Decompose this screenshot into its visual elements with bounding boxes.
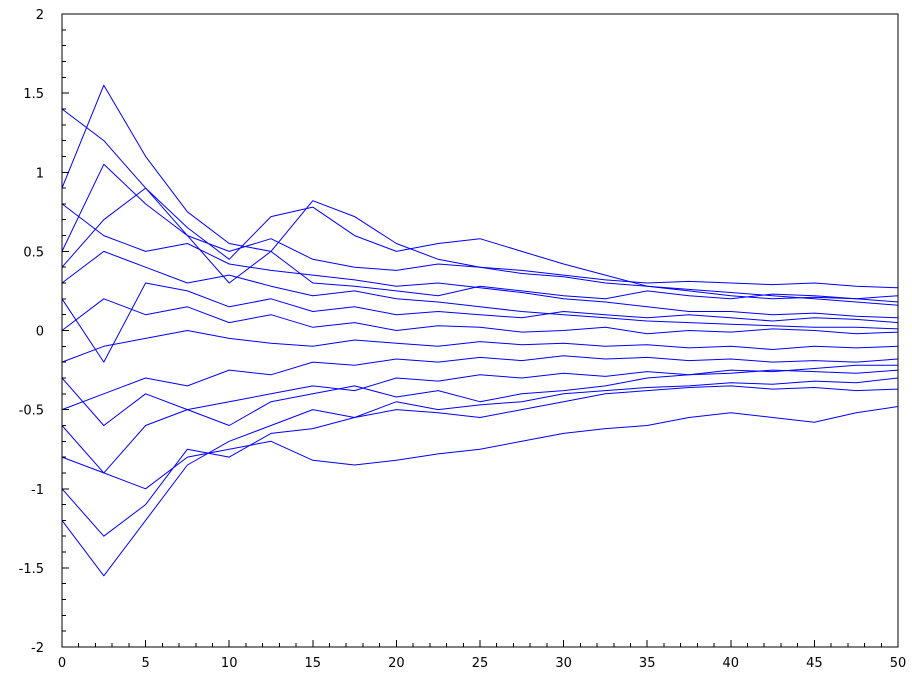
y-axis: -2 -1.5 -1 -0.5 0 0.5 1 1.5 2 <box>19 8 69 656</box>
series-line-11 <box>61 385 899 537</box>
series-line-14 <box>61 364 898 426</box>
series-line-3 <box>61 163 899 306</box>
x-tick-label: 30 <box>555 656 572 671</box>
y-tick-label: 2 <box>36 8 44 23</box>
series-line-4 <box>61 203 899 319</box>
y-tick-label: 1 <box>36 166 44 181</box>
x-tick-label: 10 <box>221 656 238 671</box>
x-tick-label: 0 <box>58 656 66 671</box>
series-line-1 <box>61 84 899 289</box>
y-tick-label: -1.5 <box>19 562 44 577</box>
series-line-8 <box>61 355 899 411</box>
series-line-7 <box>61 330 899 363</box>
y-tick-label: 0 <box>36 325 44 340</box>
x-tick-label: 5 <box>141 656 149 671</box>
series-line-6 <box>61 298 899 335</box>
series-line-5 <box>61 250 899 330</box>
y-tick-label: -0.5 <box>19 404 44 419</box>
x-tick-label: 45 <box>806 656 823 671</box>
x-tick-label: 35 <box>639 656 656 671</box>
series-line-12 <box>61 406 899 490</box>
x-tick-label: 20 <box>388 656 405 671</box>
x-tick-label: 15 <box>305 656 322 671</box>
series-line-10 <box>61 377 899 577</box>
series-line-13 <box>61 187 899 300</box>
y-tick-label: -1 <box>31 483 44 498</box>
series-line-2 <box>61 108 899 303</box>
x-tick-label: 50 <box>890 656 907 671</box>
x-tick-label: 40 <box>723 656 740 671</box>
y-tick-label: 0.5 <box>23 245 44 260</box>
y-tick-label: -2 <box>31 641 44 656</box>
y-tick-label: 1.5 <box>23 87 44 102</box>
series-line-15 <box>61 282 899 363</box>
series-layer <box>61 84 899 577</box>
x-tick-label: 25 <box>472 656 489 671</box>
x-axis: 0 5 10 15 20 25 30 35 40 45 50 <box>58 640 906 671</box>
